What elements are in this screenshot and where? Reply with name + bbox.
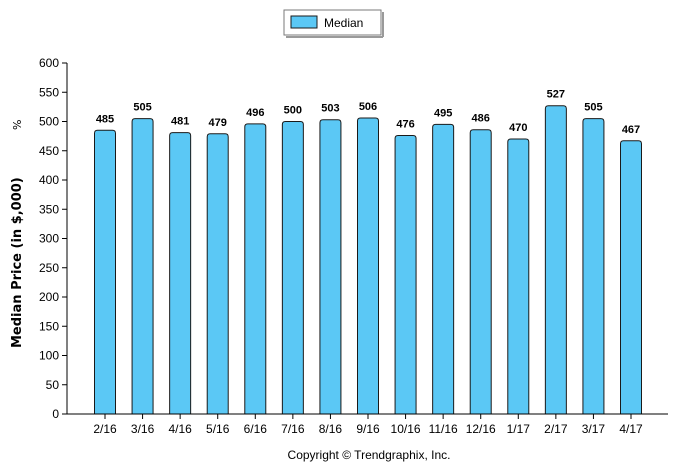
y-tick-label: 350 [39, 202, 59, 216]
legend-label: Median [324, 16, 363, 30]
x-tick-label: 4/16 [168, 422, 192, 436]
y-tick-label: 0 [52, 407, 59, 421]
y-tick-label: 450 [39, 144, 59, 158]
x-tick-label: 11/16 [429, 422, 458, 436]
x-tick-label: 4/17 [619, 422, 643, 436]
x-tick-label: 3/17 [582, 422, 606, 436]
bar-value-label: 527 [547, 89, 565, 101]
bars: 485 505 481 479 496 500 503 506 476 495 486 470 527 5… [94, 89, 642, 415]
bar-1-17 [507, 138, 530, 415]
bar-value-label: 505 [584, 102, 602, 114]
x-tick-label: 2/17 [544, 422, 568, 436]
y-tick-label: 400 [39, 173, 59, 187]
bar-value-label: 481 [171, 116, 189, 128]
bar-value-label: 505 [133, 102, 151, 114]
y-tick-label: 550 [39, 85, 59, 99]
y-axis-title-group: Median Price (in $,000) % [10, 120, 25, 348]
x-tick-label: 9/16 [356, 422, 380, 436]
y-tick-label: 300 [39, 232, 59, 246]
x-axis-ticks: 2/16 3/16 4/16 5/16 6/16 7/16 8/16 9/16 10/16 11/… [93, 414, 643, 436]
bar-4-17 [620, 140, 642, 415]
bar-value-label: 479 [209, 117, 227, 129]
bar-value-label: 485 [96, 113, 114, 125]
x-tick-label: 2/16 [93, 422, 117, 436]
y-tick-label: 500 [39, 115, 59, 129]
bar-value-label: 503 [321, 103, 339, 115]
bar-10-16 [394, 135, 417, 415]
y-tick-label: 150 [39, 319, 59, 333]
y-axis-unit: % [11, 120, 24, 130]
x-tick-label: 5/16 [206, 422, 230, 436]
bar-7-16 [281, 121, 304, 415]
bar-value-label: 486 [472, 113, 490, 125]
bar-value-label: 476 [396, 119, 414, 131]
bar-2-17 [544, 105, 567, 415]
bar-9-16 [357, 117, 379, 415]
x-tick-label: 12/16 [466, 422, 496, 436]
bar-11-16 [432, 123, 455, 415]
y-axis-title: Median Price (in $,000) [10, 177, 25, 348]
bar-value-label: 496 [246, 107, 264, 119]
x-tick-label: 10/16 [391, 422, 421, 436]
x-tick-label: 1/17 [507, 422, 531, 436]
bar-value-label: 470 [509, 122, 527, 134]
bar-2-16 [94, 129, 116, 415]
y-tick-label: 600 [39, 56, 59, 70]
bar-3-16 [131, 118, 154, 415]
y-tick-label: 250 [39, 261, 59, 275]
x-tick-label: 8/16 [319, 422, 343, 436]
y-tick-label: 50 [46, 378, 60, 392]
bar-8-16 [319, 119, 342, 415]
legend-swatch [290, 15, 318, 29]
copyright-text: Copyright © Trendgraphix, Inc. [288, 448, 451, 462]
bar-value-label: 500 [284, 105, 302, 117]
bar-4-16 [169, 132, 192, 415]
y-tick-label: 200 [39, 290, 59, 304]
bar-value-label: 495 [434, 107, 452, 119]
y-tick-label: 100 [39, 349, 59, 363]
x-tick-label: 6/16 [244, 422, 268, 436]
bar-6-16 [244, 123, 267, 415]
x-tick-label: 3/16 [131, 422, 155, 436]
y-axis-ticks: 0 50 100 150 200 250 300 350 400 450 500 550 600 [39, 56, 67, 421]
bar-value-label: 467 [622, 124, 640, 136]
legend: Median [283, 9, 384, 38]
bar-value-label: 506 [359, 101, 377, 113]
bar-3-17 [582, 118, 605, 415]
bar-5-16 [206, 133, 229, 415]
x-tick-label: 7/16 [281, 422, 305, 436]
bar-12-16 [469, 129, 492, 415]
